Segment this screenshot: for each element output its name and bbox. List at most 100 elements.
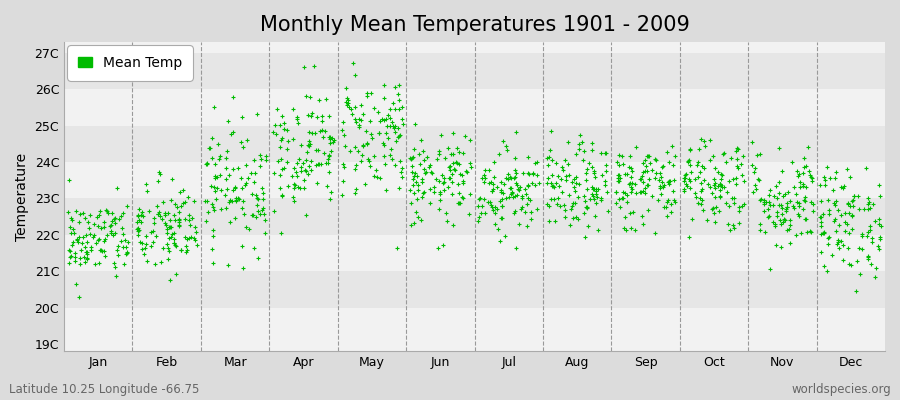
Point: [691, 146, 706, 152]
Point: [544, 196, 558, 202]
Point: [383, 152, 398, 158]
Point: [452, 161, 466, 168]
Point: [874, 223, 888, 230]
Point: [624, 224, 638, 231]
Point: [70, 236, 85, 242]
Point: [841, 244, 855, 251]
Point: [92, 212, 106, 218]
Point: [354, 102, 368, 109]
Point: [164, 224, 178, 230]
Point: [677, 178, 691, 184]
Point: [798, 163, 813, 170]
Point: [776, 218, 790, 225]
Point: [521, 170, 535, 176]
Point: [510, 182, 525, 188]
Point: [463, 160, 477, 166]
Point: [182, 212, 196, 218]
Point: [205, 260, 220, 266]
Point: [337, 164, 351, 170]
Point: [836, 242, 850, 248]
Point: [443, 163, 457, 169]
Point: [139, 233, 153, 239]
Point: [514, 206, 528, 212]
Point: [555, 167, 570, 174]
Point: [863, 205, 878, 211]
Point: [662, 197, 676, 203]
Point: [165, 230, 179, 237]
Point: [174, 247, 188, 254]
Point: [371, 109, 385, 115]
Point: [504, 191, 518, 198]
Point: [474, 203, 489, 210]
Point: [753, 196, 768, 202]
Point: [499, 194, 513, 201]
Point: [865, 235, 879, 242]
Point: [864, 261, 878, 268]
Point: [616, 194, 630, 201]
Point: [761, 206, 776, 212]
Point: [99, 207, 113, 214]
Point: [367, 105, 382, 111]
Point: [148, 233, 163, 240]
Point: [144, 243, 158, 249]
Point: [482, 167, 496, 173]
Point: [508, 167, 522, 174]
Point: [274, 144, 288, 150]
Point: [407, 220, 421, 226]
Point: [379, 116, 393, 122]
Point: [690, 174, 705, 180]
Point: [832, 236, 846, 243]
Point: [77, 215, 92, 221]
Point: [256, 204, 270, 211]
Point: [745, 189, 760, 196]
Point: [320, 183, 334, 189]
Point: [115, 244, 130, 250]
Point: [846, 193, 860, 199]
Point: [166, 236, 181, 242]
Point: [487, 159, 501, 165]
Point: [761, 198, 776, 205]
Point: [452, 149, 466, 155]
Point: [297, 184, 311, 191]
Bar: [64, 126, 885, 162]
Point: [841, 199, 855, 206]
Point: [655, 184, 670, 190]
Point: [872, 215, 886, 222]
Point: [202, 145, 216, 151]
Point: [72, 234, 86, 240]
Point: [729, 181, 743, 188]
Point: [235, 243, 249, 249]
Point: [205, 135, 220, 142]
Point: [813, 182, 827, 188]
Point: [821, 234, 835, 241]
Point: [843, 174, 858, 180]
Point: [472, 214, 486, 220]
Point: [494, 215, 508, 221]
Point: [228, 184, 242, 190]
Legend: Mean Temp: Mean Temp: [71, 49, 189, 77]
Point: [515, 193, 529, 200]
Point: [753, 220, 768, 227]
Point: [749, 186, 763, 192]
Point: [828, 216, 842, 222]
Point: [763, 266, 778, 272]
Point: [276, 126, 291, 132]
Point: [65, 217, 79, 224]
Point: [140, 187, 154, 194]
Point: [797, 198, 812, 204]
Point: [94, 247, 108, 254]
Point: [828, 202, 842, 208]
Point: [619, 226, 634, 233]
Point: [771, 145, 786, 151]
Point: [774, 244, 788, 250]
Point: [139, 241, 153, 248]
Point: [598, 150, 613, 156]
Point: [211, 173, 225, 180]
Point: [540, 180, 554, 186]
Point: [585, 190, 599, 197]
Point: [420, 154, 435, 160]
Point: [181, 194, 195, 200]
Point: [322, 169, 337, 175]
Point: [220, 148, 234, 154]
Point: [88, 240, 103, 247]
